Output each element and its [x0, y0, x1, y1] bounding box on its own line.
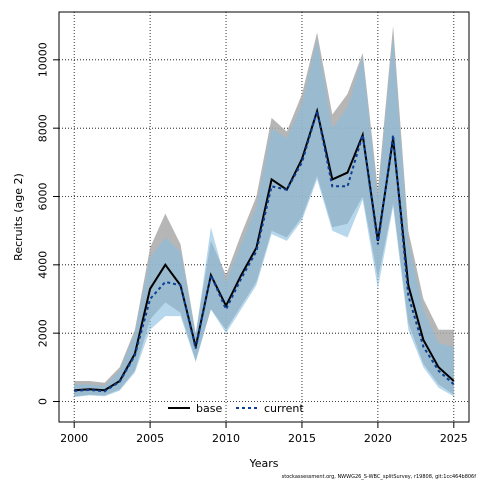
y-axis-title: Recruits (age 2) — [12, 173, 25, 261]
legend: base current — [168, 402, 304, 415]
series-lines — [74, 107, 455, 393]
x-tick-label-2015: 2015 — [288, 432, 316, 445]
x-tick-label-2020: 2020 — [364, 432, 392, 445]
footnote: stockassessment.org, NWWG26_S-WBC_splitS… — [282, 474, 477, 480]
y-tick-label-0: 0 — [37, 398, 50, 405]
x-tick-label-2005: 2005 — [136, 432, 164, 445]
y-tick-label-4000: 4000 — [37, 251, 50, 279]
line-current — [74, 110, 455, 393]
x-axis: 2000 2005 2010 2015 2020 2025 — [60, 421, 468, 445]
x-tick-label-2025: 2025 — [440, 432, 468, 445]
y-axis: 0 2000 4000 6000 8000 10000 — [36, 42, 60, 405]
x-axis-title: Years — [248, 457, 278, 470]
x-tick-label-2010: 2010 — [212, 432, 240, 445]
legend-label-current: current — [264, 402, 304, 415]
legend-label-base: base — [196, 402, 222, 415]
y-tick-label-2000: 2000 — [36, 319, 49, 347]
x-tick-label-2000: 2000 — [60, 432, 88, 445]
y-tick-label-6000: 6000 — [37, 183, 50, 211]
y-tick-label-8000: 8000 — [36, 114, 49, 142]
y-tick-label-10000: 10000 — [37, 42, 50, 77]
